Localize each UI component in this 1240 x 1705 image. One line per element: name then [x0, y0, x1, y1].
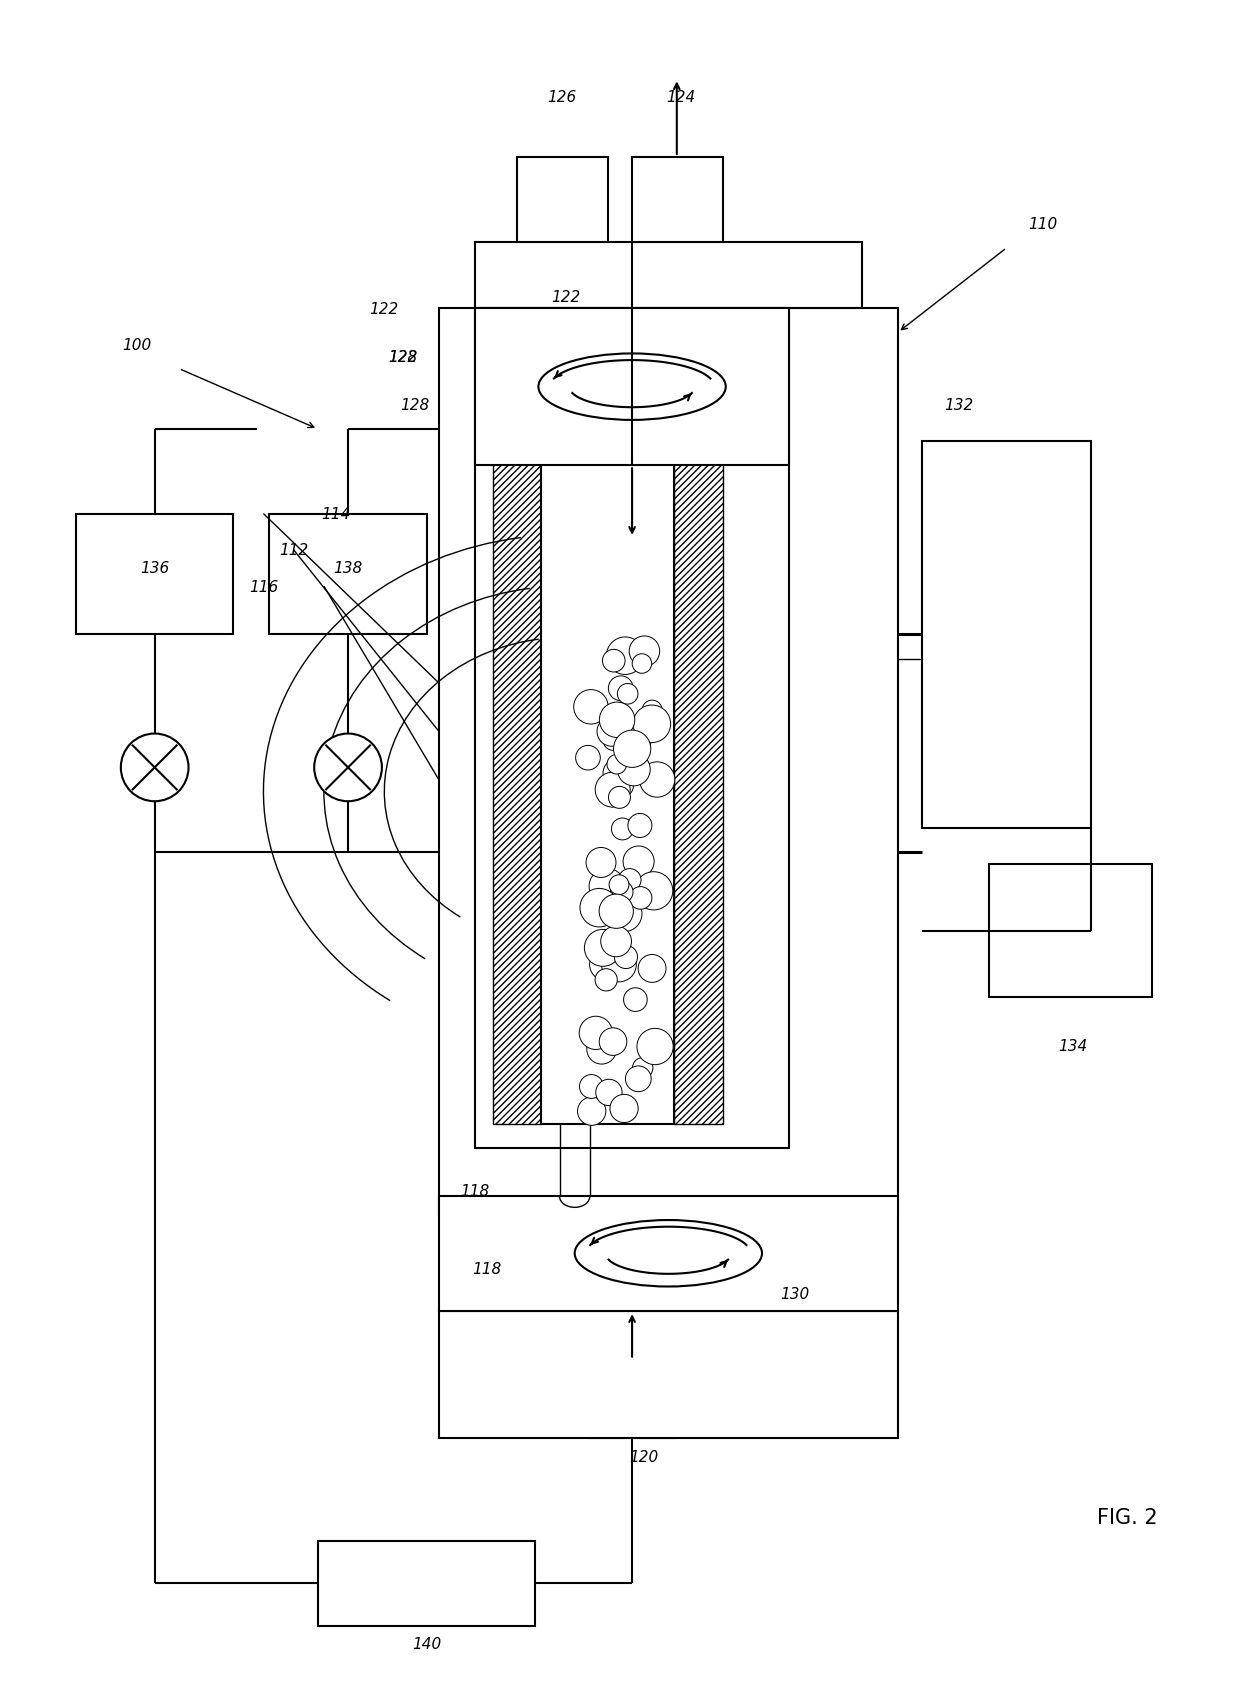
- Bar: [923, 442, 1091, 829]
- Circle shape: [603, 650, 625, 672]
- Circle shape: [603, 731, 624, 750]
- Circle shape: [629, 636, 660, 667]
- Circle shape: [600, 926, 631, 957]
- Text: 122: 122: [370, 302, 399, 317]
- Ellipse shape: [574, 1221, 763, 1287]
- Circle shape: [599, 1028, 626, 1055]
- Circle shape: [603, 714, 637, 750]
- Circle shape: [589, 870, 625, 905]
- Circle shape: [625, 1066, 651, 1091]
- Text: 128: 128: [401, 397, 429, 413]
- Circle shape: [587, 847, 616, 878]
- Circle shape: [622, 846, 655, 878]
- Bar: [988, 864, 1152, 997]
- Circle shape: [635, 873, 673, 910]
- Circle shape: [632, 655, 652, 673]
- Circle shape: [618, 684, 637, 704]
- Circle shape: [640, 762, 675, 798]
- Circle shape: [596, 718, 626, 747]
- Ellipse shape: [538, 355, 725, 421]
- Circle shape: [609, 788, 630, 808]
- Circle shape: [639, 955, 666, 982]
- Bar: [439, 1311, 898, 1439]
- Circle shape: [606, 638, 644, 675]
- Circle shape: [611, 776, 634, 798]
- Circle shape: [609, 677, 634, 701]
- Bar: [675, 423, 723, 1124]
- Circle shape: [634, 706, 671, 743]
- Circle shape: [610, 1095, 639, 1124]
- Text: 128: 128: [388, 350, 417, 365]
- Circle shape: [601, 948, 636, 982]
- Text: 110: 110: [1028, 217, 1058, 232]
- Circle shape: [579, 1016, 613, 1050]
- Circle shape: [574, 691, 608, 725]
- Text: 112: 112: [279, 542, 309, 558]
- Circle shape: [611, 818, 634, 841]
- Bar: [590, 1361, 675, 1439]
- Circle shape: [614, 946, 637, 968]
- Text: 132: 132: [944, 397, 973, 413]
- Circle shape: [580, 888, 619, 928]
- Text: 114: 114: [321, 506, 351, 522]
- Circle shape: [606, 897, 642, 933]
- Text: 118: 118: [460, 1183, 490, 1199]
- Text: 136: 136: [140, 561, 170, 576]
- Text: 120: 120: [630, 1449, 658, 1465]
- Circle shape: [624, 989, 647, 1011]
- Circle shape: [314, 735, 382, 801]
- Bar: [475, 309, 789, 465]
- Text: 140: 140: [412, 1637, 441, 1650]
- Circle shape: [637, 720, 657, 740]
- Text: 122: 122: [388, 350, 417, 365]
- Circle shape: [579, 1074, 604, 1098]
- Text: FIG. 2: FIG. 2: [1097, 1507, 1158, 1528]
- Bar: [494, 423, 542, 1124]
- Circle shape: [619, 726, 651, 759]
- Bar: [517, 159, 608, 242]
- Bar: [317, 1541, 536, 1625]
- Bar: [439, 309, 898, 1216]
- Text: 118: 118: [472, 1262, 502, 1277]
- Text: 130: 130: [781, 1286, 810, 1301]
- Bar: [475, 242, 862, 309]
- Circle shape: [618, 754, 650, 786]
- Circle shape: [609, 875, 629, 895]
- Text: 124: 124: [666, 90, 696, 106]
- Circle shape: [595, 968, 618, 991]
- Circle shape: [629, 887, 652, 910]
- Circle shape: [599, 702, 635, 738]
- Circle shape: [595, 772, 630, 808]
- Circle shape: [578, 1098, 606, 1125]
- Text: 122: 122: [551, 290, 580, 303]
- Text: 116: 116: [249, 580, 278, 595]
- Text: 138: 138: [334, 561, 362, 576]
- Bar: [475, 309, 789, 1149]
- Circle shape: [575, 745, 600, 771]
- Circle shape: [595, 1079, 622, 1107]
- Circle shape: [584, 929, 621, 967]
- Circle shape: [627, 813, 652, 837]
- Text: 100: 100: [122, 338, 151, 353]
- Bar: [439, 1197, 898, 1311]
- Circle shape: [120, 735, 188, 801]
- Circle shape: [619, 870, 641, 892]
- Circle shape: [610, 881, 632, 904]
- Bar: [542, 423, 675, 1124]
- Circle shape: [608, 755, 626, 774]
- Circle shape: [642, 701, 662, 721]
- Text: 134: 134: [1059, 1038, 1087, 1054]
- Bar: [632, 159, 723, 242]
- Circle shape: [632, 1059, 653, 1078]
- Circle shape: [599, 895, 634, 929]
- Bar: [76, 515, 233, 634]
- Text: 126: 126: [547, 90, 577, 106]
- Circle shape: [587, 1035, 616, 1064]
- Circle shape: [614, 731, 651, 767]
- Circle shape: [603, 759, 632, 789]
- Circle shape: [637, 1028, 673, 1066]
- Circle shape: [589, 948, 621, 980]
- Bar: [269, 515, 427, 634]
